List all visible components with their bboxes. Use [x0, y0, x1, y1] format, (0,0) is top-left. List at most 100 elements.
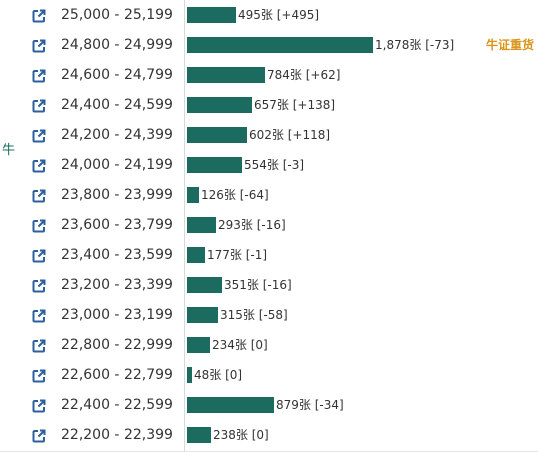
price-range-label: 22,800 - 22,999: [61, 337, 173, 353]
external-link-icon[interactable]: [32, 68, 46, 83]
count-value: 554张: [244, 158, 279, 172]
external-link-icon[interactable]: [32, 428, 46, 443]
count-label: 315张 [-58]: [220, 300, 288, 330]
count-value: 293张: [218, 218, 253, 232]
external-link-icon[interactable]: [32, 98, 46, 113]
count-change: [-34]: [314, 398, 344, 412]
count-value: 657张: [254, 98, 289, 112]
range-row: 24,200 - 24,399 602张 [+118]: [0, 120, 538, 150]
count-bar: [187, 67, 265, 83]
count-bar: [187, 307, 218, 323]
count-value: 234张: [212, 338, 247, 352]
count-label: 351张 [-16]: [224, 270, 292, 300]
external-link-icon[interactable]: [32, 278, 46, 293]
count-change: [0]: [225, 368, 243, 382]
count-change: [0]: [251, 428, 269, 442]
price-range-label: 22,600 - 22,799: [61, 367, 173, 383]
count-change: [0]: [250, 338, 268, 352]
count-label: 879张 [-34]: [276, 390, 344, 420]
range-row: 24,400 - 24,599 657张 [+138]: [0, 90, 538, 120]
count-value: 126张: [201, 188, 236, 202]
count-label: 238张 [0]: [213, 420, 269, 450]
external-link-icon[interactable]: [32, 158, 46, 173]
count-bar: [187, 397, 274, 413]
price-range-label: 23,400 - 23,599: [61, 247, 173, 263]
price-range-label: 23,800 - 23,999: [61, 187, 173, 203]
count-change: [-73]: [425, 38, 455, 52]
count-bar: [187, 277, 222, 293]
count-label: 126张 [-64]: [201, 180, 269, 210]
external-link-icon[interactable]: [32, 308, 46, 323]
range-row: 24,600 - 24,799 784张 [+62]: [0, 60, 538, 90]
count-change: [+62]: [305, 68, 341, 82]
count-change: [+495]: [276, 8, 320, 22]
count-change: [-1]: [245, 248, 268, 262]
external-link-icon[interactable]: [32, 38, 46, 53]
external-link-icon[interactable]: [32, 218, 46, 233]
range-row: 25,000 - 25,199 495张 [+495]: [0, 0, 538, 30]
count-label: 177张 [-1]: [207, 240, 267, 270]
count-value: 315张: [220, 308, 255, 322]
count-bar: [187, 337, 210, 353]
count-bar: [187, 37, 373, 53]
range-row: 22,800 - 22,999 234张 [0]: [0, 330, 538, 360]
count-value: 602张: [249, 128, 284, 142]
count-bar: [187, 247, 205, 263]
external-link-icon[interactable]: [32, 188, 46, 203]
external-link-icon[interactable]: [32, 368, 46, 383]
count-value: 879张: [276, 398, 311, 412]
price-range-label: 24,200 - 24,399: [61, 127, 173, 143]
range-row: 22,600 - 22,799 48张 [0]: [0, 360, 538, 390]
count-bar: [187, 157, 242, 173]
range-row: 23,600 - 23,799 293张 [-16]: [0, 210, 538, 240]
count-change: [-16]: [262, 278, 292, 292]
count-bar: [187, 127, 247, 143]
count-bar: [187, 187, 199, 203]
count-label: 1,878张 [-73]: [375, 30, 454, 60]
count-change: [-64]: [239, 188, 269, 202]
range-row: 23,200 - 23,399 351张 [-16]: [0, 270, 538, 300]
range-row: 22,400 - 22,599 879张 [-34]: [0, 390, 538, 420]
count-change: [-58]: [258, 308, 288, 322]
range-row: 24,800 - 24,999 1,878张 [-73] 牛证重货: [0, 30, 538, 60]
price-range-label: 22,400 - 22,599: [61, 397, 173, 413]
count-label: 657张 [+138]: [254, 90, 335, 120]
count-value: 1,878张: [375, 38, 422, 52]
count-value: 177张: [207, 248, 242, 262]
range-row: 23,400 - 23,599 177张 [-1]: [0, 240, 538, 270]
external-link-icon[interactable]: [32, 248, 46, 263]
range-row: 23,000 - 23,199 315张 [-58]: [0, 300, 538, 330]
external-link-icon[interactable]: [32, 8, 46, 23]
count-label: 602张 [+118]: [249, 120, 330, 150]
count-label: 554张 [-3]: [244, 150, 304, 180]
count-value: 784张: [267, 68, 302, 82]
count-change: [-16]: [256, 218, 286, 232]
count-bar: [187, 217, 216, 233]
count-bar: [187, 97, 252, 113]
price-range-label: 24,600 - 24,799: [61, 67, 173, 83]
price-range-label: 25,000 - 25,199: [61, 7, 173, 23]
count-value: 495张: [238, 8, 273, 22]
range-row: 24,000 - 24,199 554张 [-3]: [0, 150, 538, 180]
price-range-label: 23,000 - 23,199: [61, 307, 173, 323]
bar-axis-line: [184, 0, 185, 452]
count-bar: [187, 427, 211, 443]
external-link-icon[interactable]: [32, 398, 46, 413]
count-value: 351张: [224, 278, 259, 292]
count-value: 48张: [194, 368, 222, 382]
price-range-label: 24,800 - 24,999: [61, 37, 173, 53]
count-label: 495张 [+495]: [238, 0, 319, 30]
price-range-label: 23,600 - 23,799: [61, 217, 173, 233]
count-bar: [187, 7, 236, 23]
count-change: [-3]: [282, 158, 305, 172]
count-bar: [187, 367, 192, 383]
count-value: 238张: [213, 428, 248, 442]
external-link-icon[interactable]: [32, 338, 46, 353]
side-label-bull: 牛: [2, 143, 16, 158]
count-label: 293张 [-16]: [218, 210, 286, 240]
range-row: 22,200 - 22,399 238张 [0]: [0, 420, 538, 450]
count-change: [+138]: [292, 98, 336, 112]
external-link-icon[interactable]: [32, 128, 46, 143]
price-range-label: 22,200 - 22,399: [61, 427, 173, 443]
price-range-label: 24,400 - 24,599: [61, 97, 173, 113]
